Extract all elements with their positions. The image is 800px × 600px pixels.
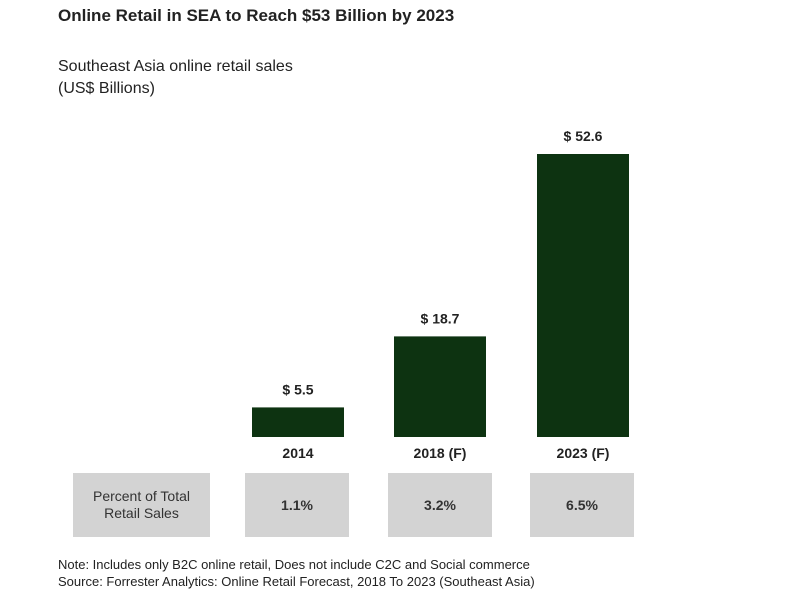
- data-label: $ 18.7: [421, 310, 460, 326]
- note-text: Note: Includes only B2C online retail, D…: [58, 557, 530, 572]
- subtitle-line-2: (US$ Billions): [58, 80, 155, 97]
- footnotes: Note: Includes only B2C online retail, D…: [58, 556, 535, 590]
- bar-2018 (F): [394, 336, 486, 437]
- category-label: 2018 (F): [414, 445, 467, 461]
- percent-row-label-box: Percent of Total Retail Sales: [73, 473, 210, 537]
- category-label: 2014: [282, 445, 313, 461]
- source-text: Source: Forrester Analytics: Online Reta…: [58, 574, 535, 589]
- category-label: 2023 (F): [557, 445, 610, 461]
- chart-title: Online Retail in SEA to Reach $53 Billio…: [58, 6, 455, 25]
- bar-2014: [252, 407, 344, 437]
- data-label: $ 5.5: [282, 381, 313, 397]
- percent-row-label: Percent of Total Retail Sales: [92, 488, 191, 521]
- subtitle-line-1: Southeast Asia online retail sales: [58, 58, 293, 75]
- percent-cell: 6.5%: [530, 473, 634, 537]
- bar-2023 (F): [537, 154, 629, 437]
- percent-cell: 3.2%: [388, 473, 492, 537]
- data-label: $ 52.6: [564, 128, 603, 144]
- chart-subtitle: Southeast Asia online retail sales (US$ …: [58, 56, 293, 100]
- percent-cell: 1.1%: [245, 473, 349, 537]
